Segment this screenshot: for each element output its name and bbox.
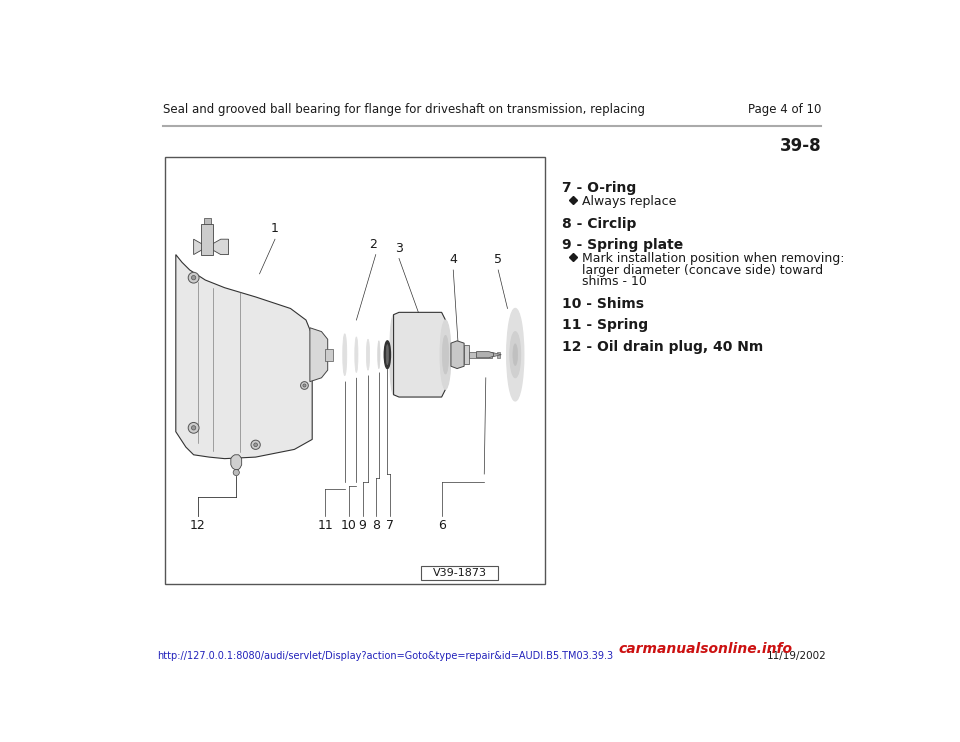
Circle shape [233, 470, 239, 476]
Ellipse shape [377, 341, 380, 369]
Text: 3: 3 [396, 242, 403, 255]
Text: V39-1873: V39-1873 [432, 568, 487, 578]
Circle shape [191, 275, 196, 280]
Text: 2: 2 [370, 237, 377, 251]
Text: 12 - Oil drain plug, 40 Nm: 12 - Oil drain plug, 40 Nm [562, 340, 763, 354]
Ellipse shape [390, 315, 397, 395]
Circle shape [188, 272, 199, 283]
Ellipse shape [352, 332, 360, 377]
Polygon shape [468, 352, 492, 358]
Polygon shape [204, 218, 210, 224]
Text: 39-8: 39-8 [780, 137, 822, 155]
Text: 12: 12 [190, 519, 205, 532]
Circle shape [300, 381, 308, 390]
Text: 8 - Circlip: 8 - Circlip [562, 217, 636, 231]
Text: Page 4 of 10: Page 4 of 10 [748, 103, 822, 116]
Ellipse shape [384, 341, 391, 369]
Ellipse shape [510, 332, 520, 378]
Text: Always replace: Always replace [582, 195, 676, 209]
Text: 4: 4 [449, 253, 457, 266]
Text: 10 - Shims: 10 - Shims [562, 297, 644, 311]
Circle shape [188, 422, 199, 433]
Ellipse shape [513, 344, 517, 366]
Text: 9 - Spring plate: 9 - Spring plate [562, 238, 683, 252]
Text: larger diameter (concave side) toward: larger diameter (concave side) toward [582, 264, 823, 277]
Polygon shape [202, 224, 213, 255]
Ellipse shape [375, 338, 382, 372]
Ellipse shape [367, 339, 370, 370]
Polygon shape [496, 352, 500, 358]
Polygon shape [464, 346, 468, 364]
Text: shims - 10: shims - 10 [582, 275, 647, 289]
Ellipse shape [364, 335, 372, 375]
Polygon shape [325, 349, 333, 361]
Bar [165, 157, 544, 584]
Ellipse shape [440, 320, 451, 390]
Text: Seal and grooved ball bearing for flange for driveshaft on transmission, replaci: Seal and grooved ball bearing for flange… [162, 103, 644, 116]
Text: carmanualsonline.info: carmanualsonline.info [618, 642, 792, 656]
Text: 6: 6 [438, 519, 445, 532]
Bar [420, 566, 498, 580]
Ellipse shape [386, 345, 389, 365]
Circle shape [303, 384, 306, 387]
Polygon shape [476, 352, 493, 358]
Text: 11/19/2002: 11/19/2002 [767, 651, 827, 661]
Text: 7: 7 [386, 519, 394, 532]
Text: 1: 1 [271, 223, 279, 235]
Circle shape [191, 426, 196, 430]
Polygon shape [176, 255, 312, 459]
Text: 5: 5 [494, 253, 502, 266]
Ellipse shape [340, 329, 349, 381]
Polygon shape [194, 239, 228, 255]
Circle shape [253, 443, 257, 447]
Ellipse shape [355, 337, 358, 372]
Circle shape [251, 440, 260, 450]
Text: 8: 8 [372, 519, 380, 532]
Polygon shape [394, 312, 445, 397]
Polygon shape [310, 328, 327, 381]
Polygon shape [451, 341, 464, 369]
Text: 11 - Spring: 11 - Spring [562, 318, 648, 332]
Text: 10: 10 [341, 519, 356, 532]
Text: Mark installation position when removing:: Mark installation position when removing… [582, 252, 845, 266]
Text: http://127.0.0.1:8080/audi/servlet/Display?action=Goto&type=repair&id=AUDI.B5.TM: http://127.0.0.1:8080/audi/servlet/Displ… [157, 651, 613, 661]
Polygon shape [492, 352, 501, 357]
Text: 11: 11 [318, 519, 333, 532]
Polygon shape [230, 455, 242, 470]
Text: 9: 9 [359, 519, 367, 532]
Text: 7 - O-ring: 7 - O-ring [562, 182, 636, 195]
Ellipse shape [507, 309, 524, 401]
Ellipse shape [443, 335, 448, 374]
Ellipse shape [343, 334, 347, 375]
